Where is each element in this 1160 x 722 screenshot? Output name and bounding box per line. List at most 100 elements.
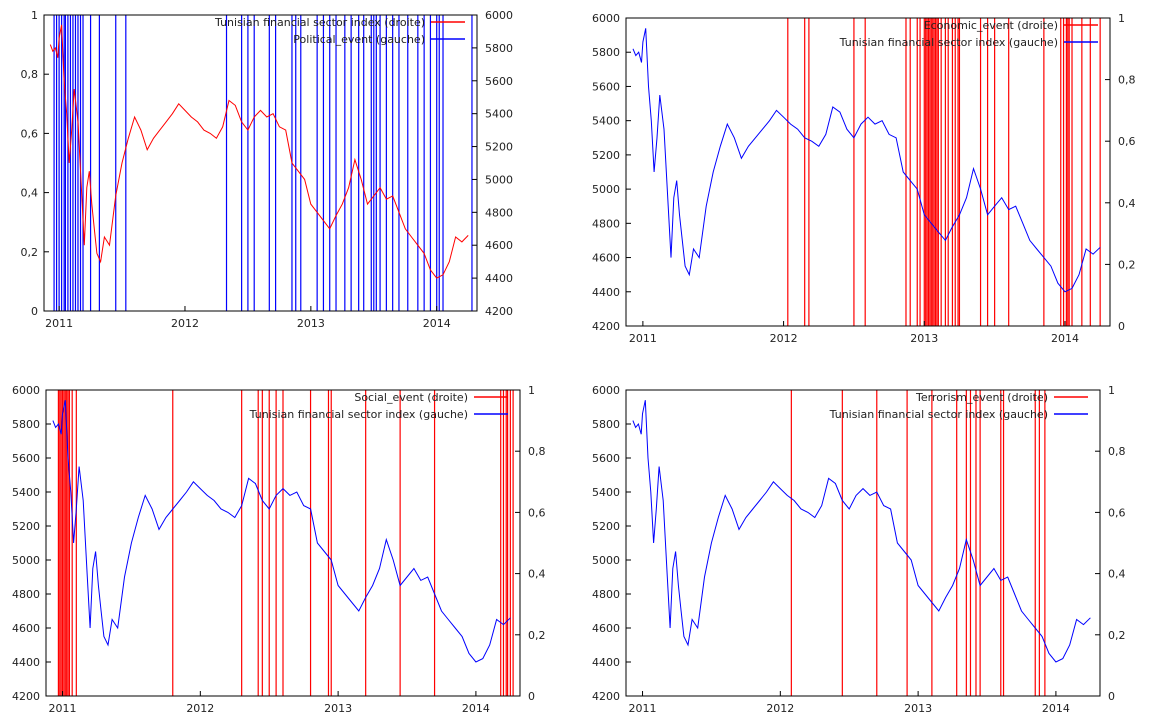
- left-tick-label: 4800: [592, 588, 620, 601]
- right-tick-label: 5600: [485, 75, 513, 88]
- event-lines: [790, 390, 1046, 696]
- right-tick-label: 1: [1118, 12, 1125, 25]
- left-tick-label: 4400: [12, 656, 40, 669]
- left-tick-label: 4600: [592, 252, 620, 265]
- left-tick-label: 4800: [12, 588, 40, 601]
- x-tick-label: 2012: [766, 702, 794, 715]
- x-tick-label: 2011: [49, 702, 77, 715]
- right-tick-label: 4800: [485, 206, 513, 219]
- x-tick-label: 2011: [629, 332, 657, 345]
- left-tick-label: 5000: [592, 183, 620, 196]
- left-tick-label: 4200: [592, 320, 620, 333]
- index-line: [52, 400, 511, 663]
- right-tick-label: 0,2: [528, 629, 546, 642]
- index-line: [49, 24, 469, 279]
- right-tick-label: 5200: [485, 141, 513, 154]
- left-tick-label: 4400: [592, 286, 620, 299]
- legend-label: Economic_event (droite): [924, 19, 1058, 32]
- right-tick-label: 4400: [485, 272, 513, 285]
- left-tick-label: 5200: [592, 149, 620, 162]
- right-tick-label: 4200: [485, 305, 513, 318]
- right-tick-label: 0,6: [528, 506, 546, 519]
- legend: Terrorism_event (droite) Tunisian financi…: [829, 391, 1088, 421]
- left-tick-label: 5400: [12, 486, 40, 499]
- left-tick-label: 0,8: [21, 68, 39, 81]
- plot-area: [632, 18, 1101, 326]
- x-tick-label: 2012: [186, 702, 214, 715]
- right-tick-label: 6000: [485, 9, 513, 22]
- x-tick-label: 2014: [423, 317, 451, 330]
- right-tick-label: 0,4: [528, 568, 546, 581]
- index-series: [632, 28, 1101, 293]
- left-tick-label: 5400: [592, 115, 620, 128]
- legend: Economic_event (droite) Tunisian financia…: [839, 19, 1098, 49]
- right-tick-label: 0,8: [1118, 74, 1136, 87]
- plot-area: [49, 15, 473, 311]
- left-tick-label: 5800: [12, 418, 40, 431]
- left-tick-label: 5000: [592, 554, 620, 567]
- plot-frame: [45, 389, 521, 697]
- right-tick-label: 0,4: [1118, 197, 1136, 210]
- index-series: [632, 400, 1091, 663]
- left-tick-label: 4200: [12, 690, 40, 703]
- plot-frame: [625, 17, 1111, 327]
- right-tick-label: 0,4: [1108, 568, 1126, 581]
- legend-label: Social_event (droite): [354, 391, 468, 404]
- right-tick-label: 5000: [485, 173, 513, 186]
- x-tick-label: 2013: [324, 702, 352, 715]
- legend-label: Tunisian financial sector index (droite): [214, 16, 425, 29]
- left-tick-label: 5600: [592, 452, 620, 465]
- x-tick-label: 2013: [904, 702, 932, 715]
- x-tick-label: 2014: [1042, 702, 1070, 715]
- left-tick-label: 5600: [592, 80, 620, 93]
- left-tick-label: 1: [31, 9, 38, 22]
- right-tick-label: 0,2: [1108, 629, 1126, 642]
- plot-area: [632, 390, 1091, 696]
- chart-panel-economic: 4200 4400 4600 4800 5000 5200 5400 5600 5800 6000…: [580, 0, 1160, 361]
- chart-panel-political: 0 0,2 0,4 0,6 0,8 1 4200 4400 4600 4800 5000 5200 54…: [0, 0, 580, 361]
- left-tick-label: 4600: [592, 622, 620, 635]
- legend-label: Tunisian financial sector index (gauche): [249, 408, 468, 421]
- right-tick-label: 0: [528, 690, 535, 703]
- event-lines: [787, 18, 1101, 326]
- chart-svg-economic: 4200 4400 4600 4800 5000 5200 5400 5600 5800 6000…: [592, 12, 1136, 345]
- chart-svg-social: 4200 4400 4600 4800 5000 5200 5400 5600 5800 6000…: [12, 384, 546, 715]
- left-tick-label: 5400: [592, 486, 620, 499]
- left-tick-label: 5000: [12, 554, 40, 567]
- chart-svg-terrorism: 4200 4400 4600 4800 5000 5200 5400 5600 5800 6000…: [592, 384, 1126, 715]
- right-tick-label: 0,8: [1108, 445, 1126, 458]
- chart-panel-terrorism: 4200 4400 4600 4800 5000 5200 5400 5600 5800 6000…: [580, 361, 1160, 722]
- right-tick-label: 1: [528, 384, 535, 397]
- legend: Social_event (droite) Tunisian financial …: [249, 391, 508, 421]
- x-tick-label: 2013: [910, 332, 938, 345]
- chart-svg-political: 0 0,2 0,4 0,6 0,8 1 4200 4400 4600 4800 5000 5200 54…: [21, 9, 514, 330]
- right-tick-label: 5400: [485, 108, 513, 121]
- right-tick-label: 0,8: [528, 445, 546, 458]
- x-tick-label: 2013: [297, 317, 325, 330]
- left-tick-label: 5600: [12, 452, 40, 465]
- plot-area: [52, 390, 514, 696]
- left-tick-label: 0,6: [21, 127, 39, 140]
- index-series: [49, 24, 469, 279]
- event-lines: [57, 390, 514, 696]
- legend-label: Tunisian financial sector index (gauche): [829, 408, 1048, 421]
- x-tick-label: 2014: [462, 702, 490, 715]
- right-tick-label: 0,6: [1118, 135, 1136, 148]
- left-tick-label: 0: [31, 305, 38, 318]
- left-tick-label: 0,2: [21, 246, 39, 259]
- right-tick-label: 1: [1108, 384, 1115, 397]
- right-tick-label: 0: [1118, 320, 1125, 333]
- plot-frame: [43, 14, 478, 312]
- legend-label: Tunisian financial sector index (gauche): [839, 36, 1058, 49]
- right-tick-label: 0: [1108, 690, 1115, 703]
- index-line: [632, 28, 1101, 293]
- plot-frame: [625, 389, 1101, 697]
- left-tick-label: 6000: [592, 384, 620, 397]
- left-tick-label: 4200: [592, 690, 620, 703]
- x-tick-label: 2011: [45, 317, 73, 330]
- x-tick-label: 2012: [171, 317, 199, 330]
- left-tick-label: 6000: [12, 384, 40, 397]
- event-lines: [53, 15, 473, 311]
- index-line: [632, 400, 1091, 663]
- chart-panel-social: 4200 4400 4600 4800 5000 5200 5400 5600 5800 6000…: [0, 361, 580, 722]
